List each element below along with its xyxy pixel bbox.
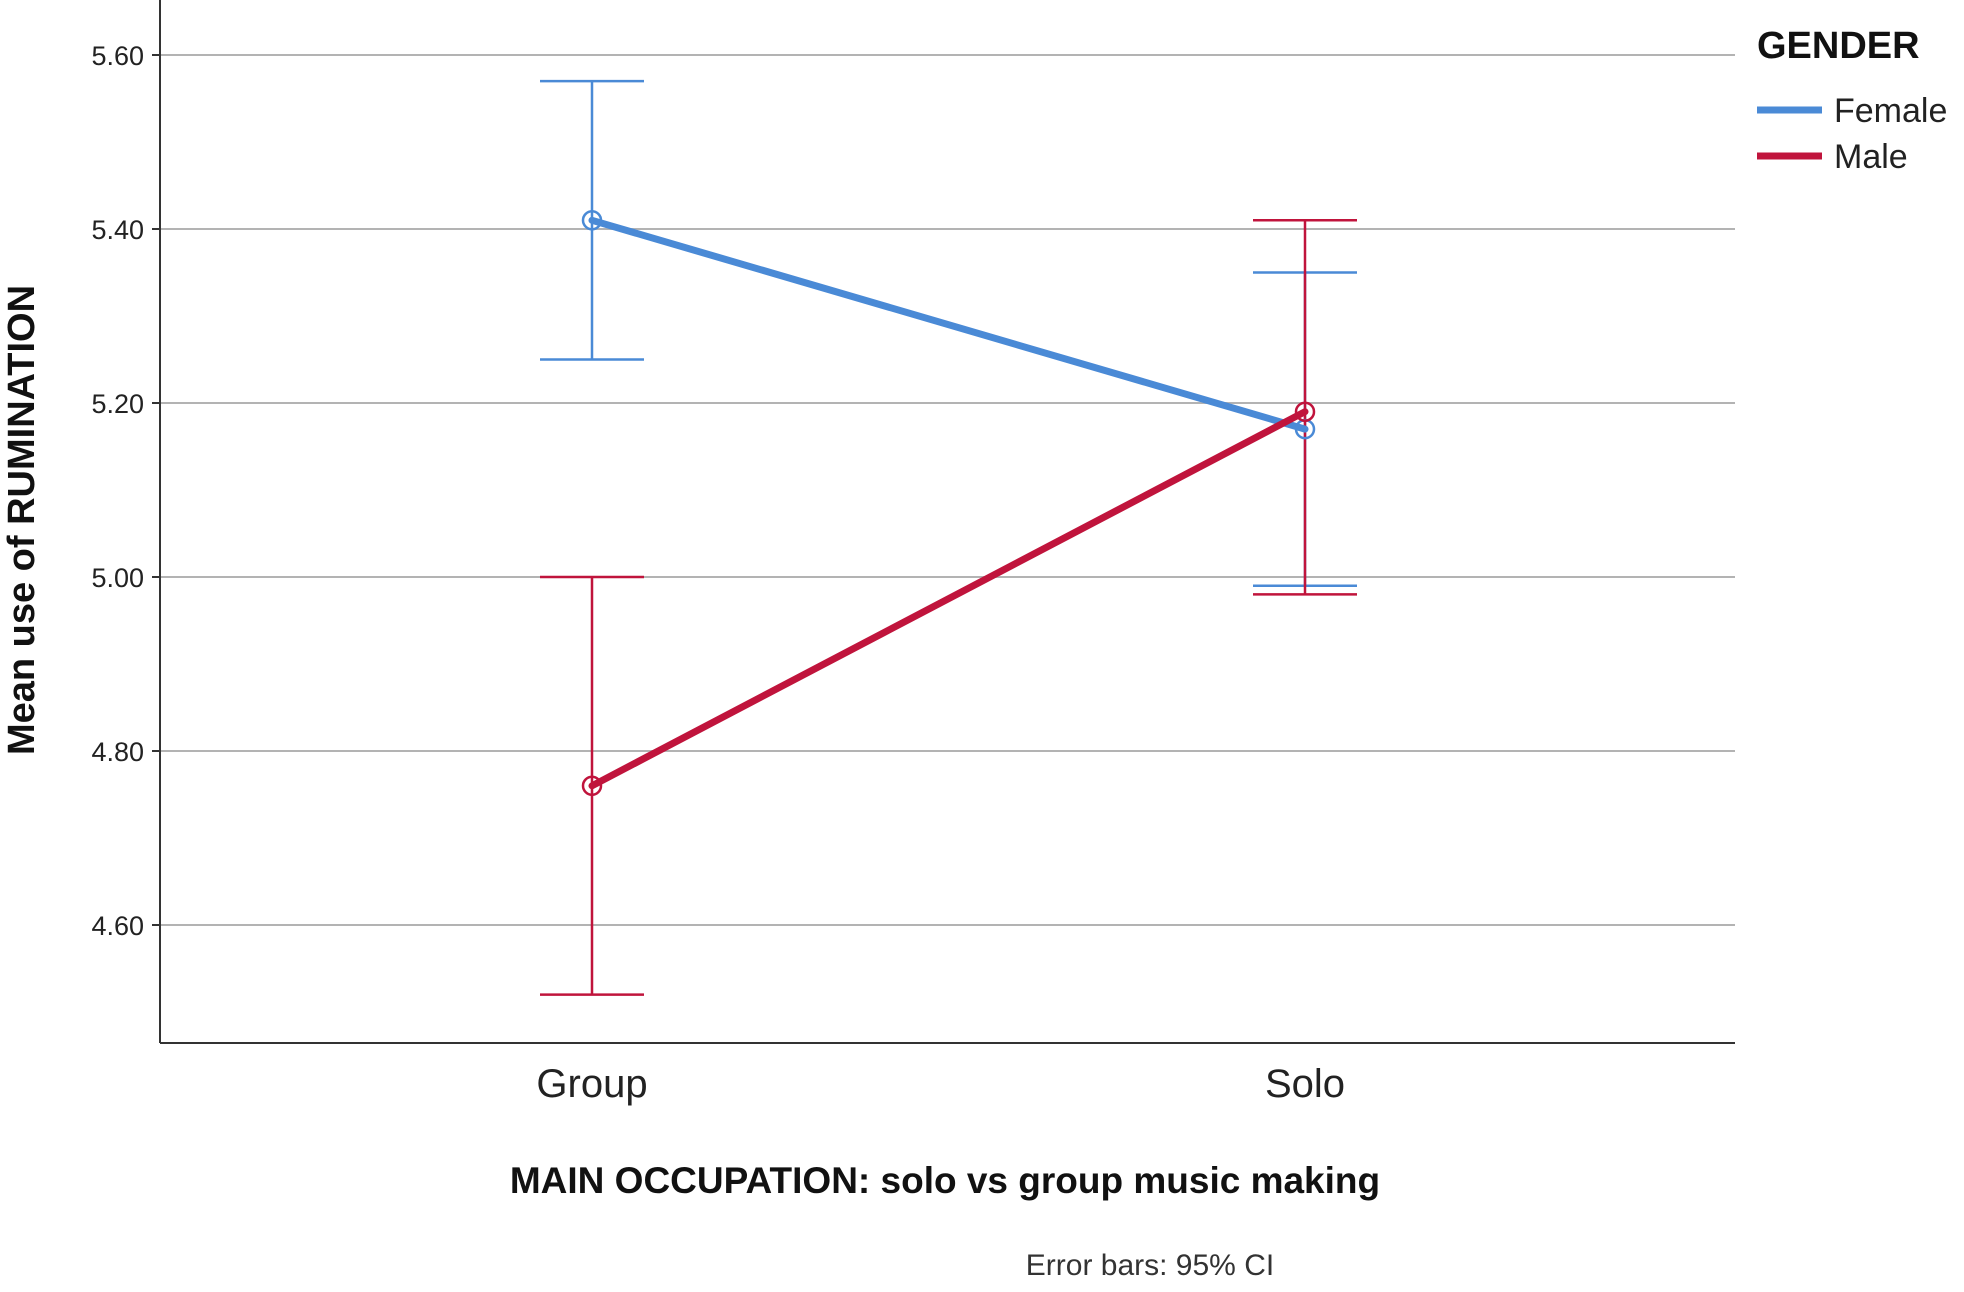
data-point — [581, 775, 603, 797]
series-line — [588, 216, 1309, 433]
legend-title: GENDER — [1757, 25, 1920, 67]
y-tick-label: 4.80 — [91, 737, 144, 767]
error-bars-footnote: Error bars: 95% CI — [1026, 1249, 1274, 1282]
legend-items: Female Male — [1757, 92, 1947, 176]
x-axis-title: MAIN OCCUPATION: solo vs group music mak… — [510, 1160, 1380, 1201]
y-axis-title: Mean use of RUMINATION — [1, 285, 43, 755]
y-tick-label: 4.60 — [91, 911, 144, 941]
y-tick-label: 5.00 — [91, 563, 144, 593]
axis-layer: 4.60 4.80 5.00 5.20 5.40 5.60 Group Solo — [91, 0, 1735, 1106]
y-tick-label: 5.40 — [91, 215, 144, 245]
legend-label: Male — [1834, 138, 1908, 176]
error-bars-layer — [540, 79, 1357, 996]
markers-layer — [581, 210, 1316, 797]
series-line — [588, 408, 1309, 790]
series-lines-layer — [588, 216, 1309, 790]
data-point — [581, 210, 603, 231]
x-tick-label: Solo — [1265, 1062, 1345, 1106]
grid-layer — [160, 54, 1735, 926]
legend: GENDER Female Male — [1757, 25, 1947, 176]
y-tick-label: 5.60 — [91, 41, 144, 71]
data-point — [1294, 401, 1316, 422]
legend-label: Female — [1834, 92, 1947, 130]
y-tick-label: 5.20 — [91, 389, 144, 419]
x-tick-label: Group — [536, 1062, 647, 1106]
